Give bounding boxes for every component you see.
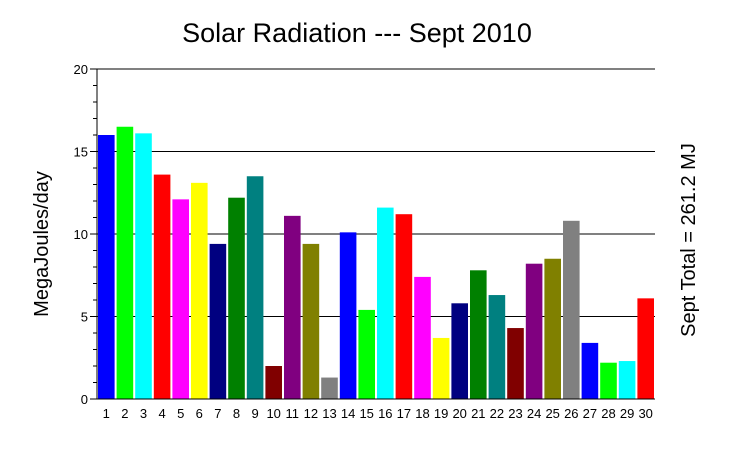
- x-tick-label-14: 14: [341, 406, 355, 421]
- bar-12: [302, 243, 320, 399]
- y-tick-label-15: 15: [74, 145, 88, 160]
- x-tick-label-26: 26: [564, 406, 578, 421]
- bar-9: [246, 176, 264, 399]
- bar-1: [98, 135, 115, 399]
- bar-30: [637, 298, 654, 399]
- x-tick-label-9: 9: [251, 406, 258, 421]
- bar-4: [153, 174, 171, 399]
- y-axis-label: MegaJoules/day: [31, 171, 53, 317]
- bar-14: [339, 232, 357, 399]
- bar-28: [600, 362, 617, 399]
- x-tick-label-12: 12: [304, 406, 318, 421]
- bar-22: [488, 295, 506, 399]
- x-tick-label-22: 22: [490, 406, 504, 421]
- bar-21: [470, 270, 487, 399]
- x-tick-label-20: 20: [452, 406, 466, 421]
- sept-total-label: Sept Total = 261.2 MJ: [678, 143, 700, 337]
- chart-title: Solar Radiation --- Sept 2010: [182, 18, 532, 48]
- x-tick-label-21: 21: [471, 406, 485, 421]
- x-tick-label-29: 29: [620, 406, 634, 421]
- grid-lines: [97, 68, 655, 317]
- y-tick-label-20: 20: [74, 62, 88, 77]
- bar-18: [414, 276, 431, 399]
- bar-2: [116, 126, 134, 399]
- y-tick-label-0: 0: [81, 392, 88, 407]
- bar-20: [451, 303, 468, 399]
- x-tick-label-18: 18: [415, 406, 429, 421]
- x-tick-label-25: 25: [545, 406, 559, 421]
- bar-26: [563, 220, 580, 399]
- bar-11: [284, 215, 301, 399]
- bar-29: [618, 361, 636, 399]
- x-tick-label-6: 6: [196, 406, 203, 421]
- x-tick-label-3: 3: [140, 406, 147, 421]
- x-tick-label-23: 23: [508, 406, 522, 421]
- x-tick-label-27: 27: [583, 406, 597, 421]
- bar-23: [507, 328, 524, 399]
- x-tick-label-4: 4: [158, 406, 165, 421]
- bar-7: [209, 243, 227, 399]
- bar-17: [395, 214, 413, 399]
- bar-series: [98, 126, 654, 399]
- y-tick-label-5: 5: [81, 310, 88, 325]
- bar-10: [265, 366, 282, 399]
- y-tick-labels: 0 5 10 15 20: [74, 62, 88, 407]
- x-tick-label-19: 19: [434, 406, 448, 421]
- x-tick-label-5: 5: [177, 406, 184, 421]
- bar-5: [172, 199, 189, 399]
- bar-25: [544, 258, 561, 399]
- y-tick-label-10: 10: [74, 227, 88, 242]
- x-tick-label-15: 15: [359, 406, 373, 421]
- bar-16: [377, 207, 394, 399]
- bar-13: [321, 377, 338, 399]
- x-tick-label-10: 10: [266, 406, 280, 421]
- bar-8: [228, 197, 245, 399]
- x-tick-label-1: 1: [103, 406, 110, 421]
- bar-3: [135, 133, 152, 399]
- bar-19: [432, 337, 450, 399]
- x-tick-label-28: 28: [601, 406, 615, 421]
- x-tick-label-7: 7: [214, 406, 221, 421]
- x-tick-label-11: 11: [286, 406, 300, 421]
- x-tick-label-13: 13: [322, 406, 336, 421]
- x-tick-label-2: 2: [121, 406, 128, 421]
- x-tick-label-16: 16: [378, 406, 392, 421]
- x-tick-label-8: 8: [233, 406, 240, 421]
- axes: [90, 68, 655, 400]
- bar-27: [581, 342, 599, 399]
- bar-24: [525, 263, 543, 399]
- bar-6: [191, 182, 208, 399]
- x-tick-label-24: 24: [527, 406, 541, 421]
- bar-15: [358, 309, 375, 399]
- x-tick-label-30: 30: [638, 406, 652, 421]
- x-tick-labels: 1 2 3 4 5 6 7 8 9 10 11 12 13 14 15 16 17 18 19 20 21 22 23 24 2…: [103, 406, 653, 421]
- x-tick-label-17: 17: [397, 406, 411, 421]
